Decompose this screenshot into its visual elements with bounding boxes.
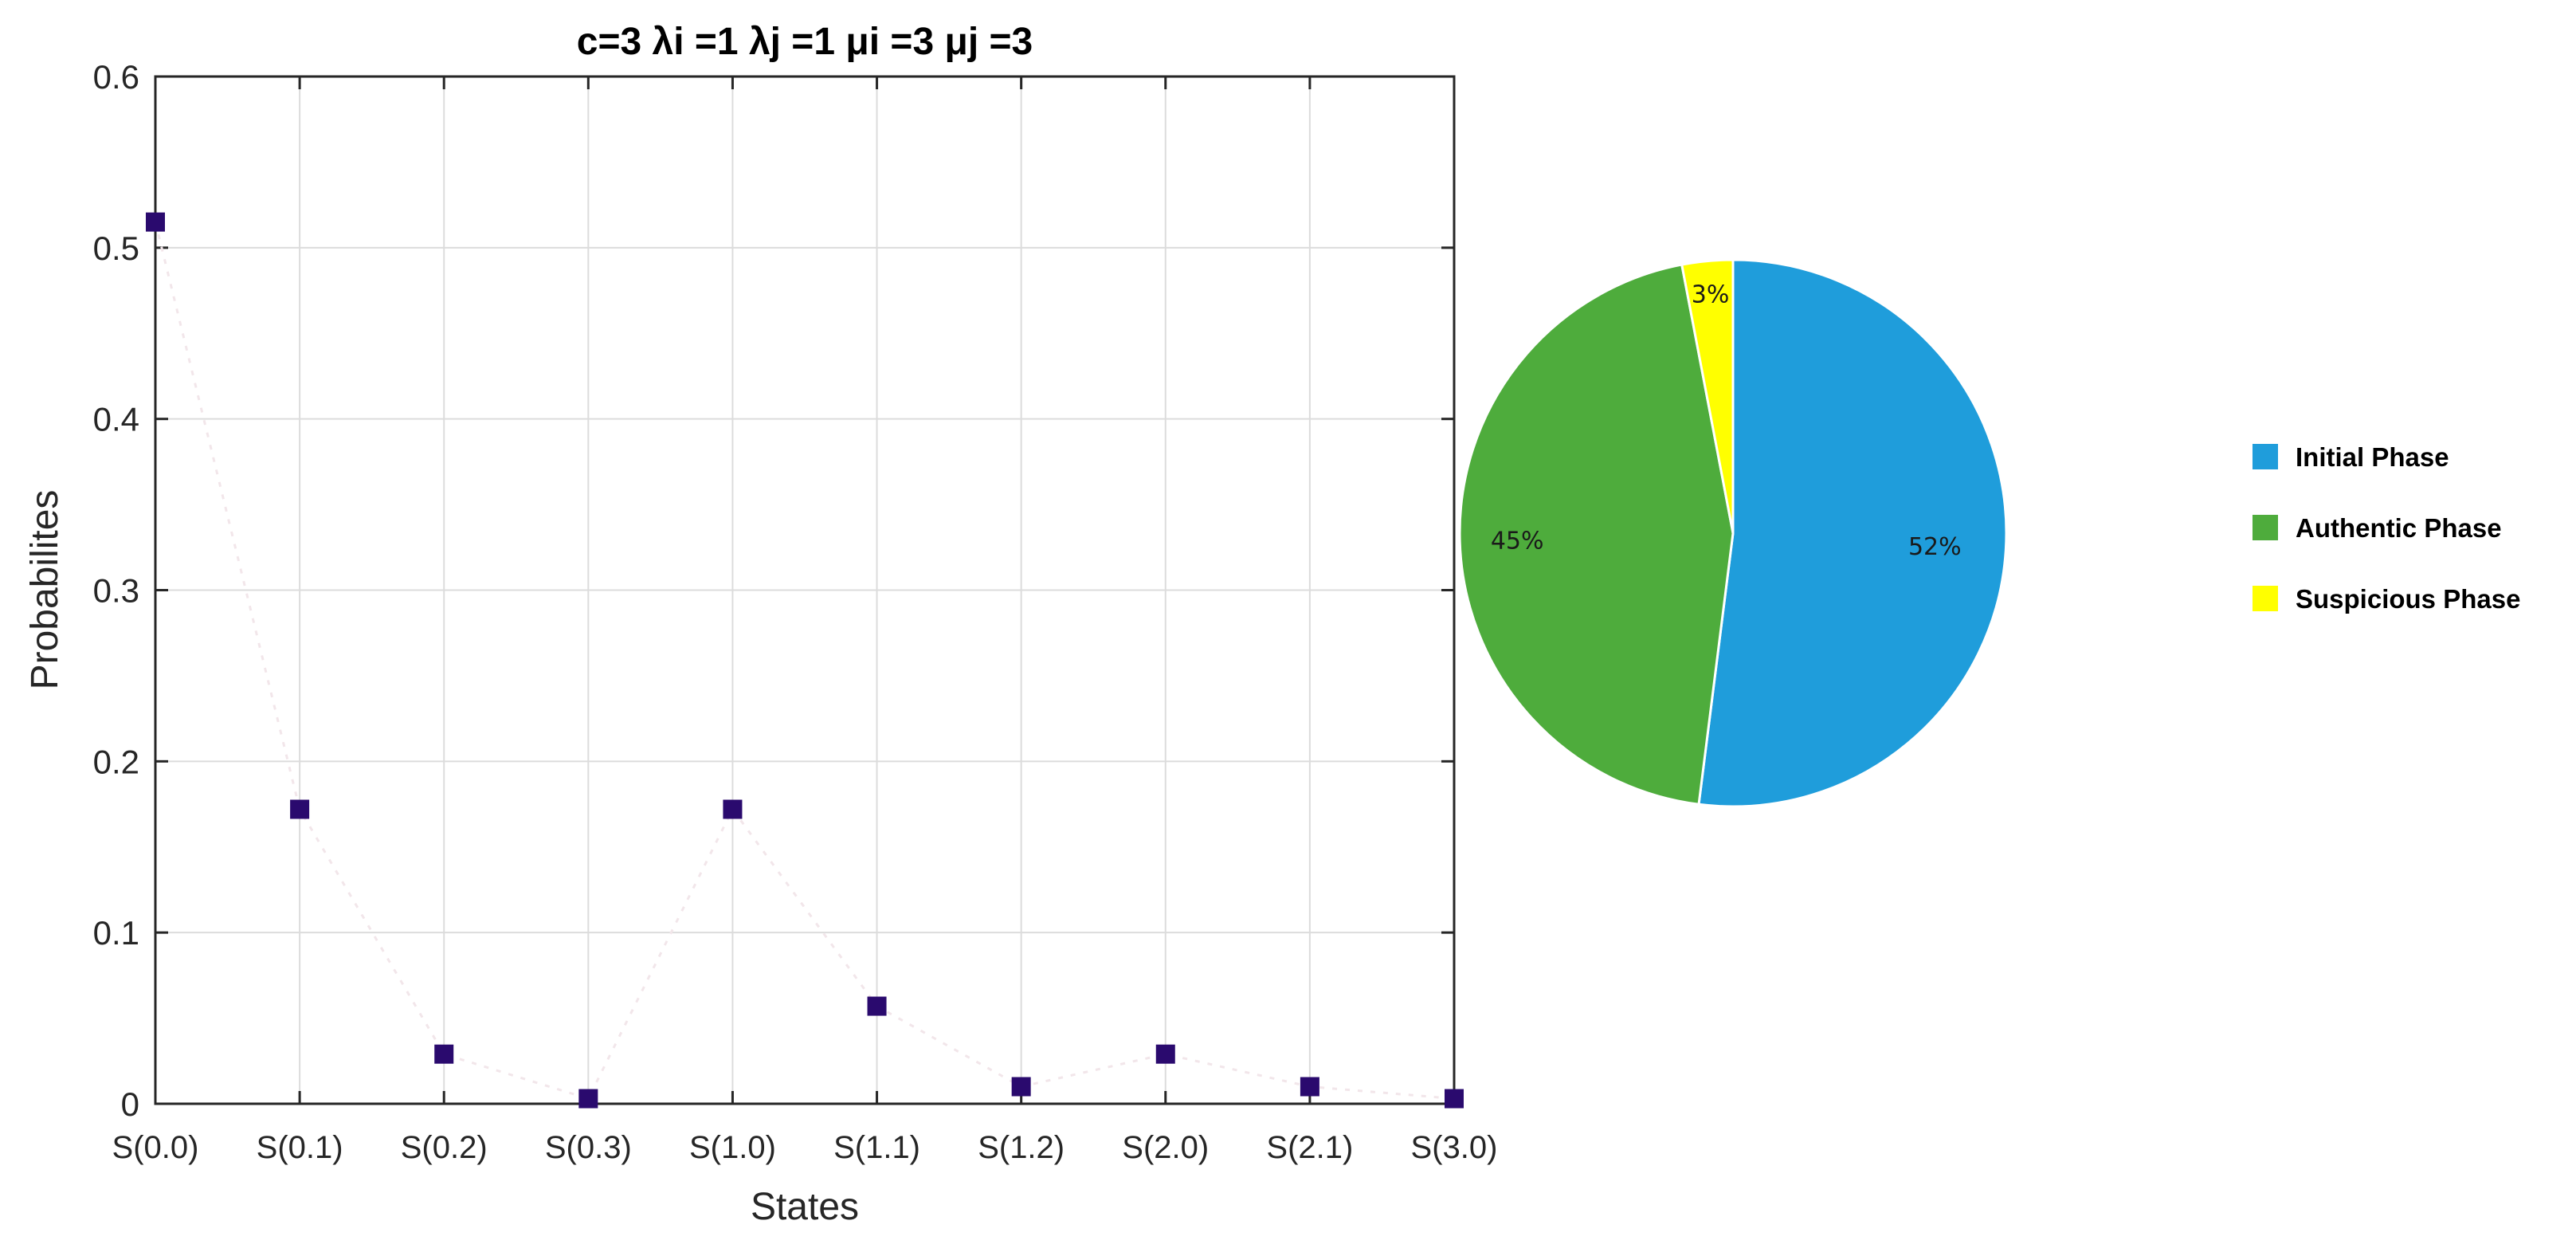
- x-tick-label: S(0.2): [401, 1130, 488, 1165]
- data-point: [434, 1044, 454, 1064]
- data-point: [1155, 1044, 1175, 1064]
- data-point: [867, 996, 887, 1016]
- x-tick-label: S(0.0): [112, 1130, 199, 1165]
- pie-slice: [1458, 263, 1735, 806]
- data-point: [723, 799, 743, 819]
- legend-label: Authentic Phase: [2296, 513, 2502, 543]
- pie-value-label: 52%: [1908, 533, 1962, 561]
- pie-value-label: 45%: [1491, 528, 1544, 555]
- data-point: [146, 212, 165, 232]
- y-tick-label: 0.1: [93, 914, 139, 952]
- pie-slice: [1680, 258, 1735, 534]
- x-tick-label: S(1.1): [833, 1130, 920, 1165]
- legend-swatch: [2253, 586, 2278, 611]
- data-point: [578, 1089, 598, 1109]
- pie-slices: [1458, 258, 2008, 808]
- y-tick-label: 0.6: [93, 58, 139, 96]
- scatter-chart: 00.10.20.30.40.50.6 S(0.0) S(0.1) S(0.2) S(…: [24, 21, 1497, 1228]
- x-tick-label: S(0.1): [257, 1130, 343, 1165]
- x-tick-label: S(2.1): [1266, 1130, 1353, 1165]
- data-point: [1011, 1077, 1031, 1097]
- chart-title: c=3 λi =1 λj =1 μi =3 μj =3: [577, 21, 1033, 63]
- y-tick-label: 0.4: [93, 401, 139, 438]
- pie-slice: [1697, 258, 2008, 808]
- y-axis-label: Probabilites: [24, 490, 66, 690]
- data-point: [1300, 1077, 1319, 1097]
- x-tick-label: S(1.2): [978, 1130, 1065, 1165]
- data-point: [290, 799, 310, 819]
- legend-swatch: [2253, 444, 2278, 469]
- data-point: [1445, 1089, 1464, 1109]
- y-tick-label: 0: [121, 1085, 139, 1123]
- y-tick-label: 0.3: [93, 572, 139, 610]
- data-points: [146, 212, 1464, 1109]
- pie-chart: 52% 45% 3%: [1458, 258, 2008, 808]
- x-axis-label: States: [751, 1186, 859, 1228]
- x-tick-label: S(3.0): [1411, 1130, 1498, 1165]
- x-tick-label: S(0.3): [545, 1130, 632, 1165]
- pie-labels: 52% 45% 3%: [1491, 281, 1962, 560]
- x-axis-ticks: S(0.0) S(0.1) S(0.2) S(0.3) S(1.0) S(1.1) S(1.…: [112, 77, 1498, 1165]
- y-axis-ticks: 0 0.1 0.2 0.3 0.4 0.5 0.6: [93, 58, 1454, 1123]
- y-tick-label: 0.2: [93, 743, 139, 780]
- legend-label: Suspicious Phase: [2296, 584, 2520, 614]
- pie-legend: Initial Phase Authentic Phase Suspicious P…: [2253, 442, 2520, 614]
- pie-value-label: 3%: [1692, 281, 1730, 308]
- x-tick-label: S(1.0): [689, 1130, 776, 1165]
- grid-lines: [155, 77, 1454, 1104]
- x-tick-label: S(2.0): [1122, 1130, 1209, 1165]
- legend-swatch: [2253, 515, 2278, 540]
- legend-label: Initial Phase: [2296, 442, 2449, 472]
- y-tick-label: 0.5: [93, 230, 139, 267]
